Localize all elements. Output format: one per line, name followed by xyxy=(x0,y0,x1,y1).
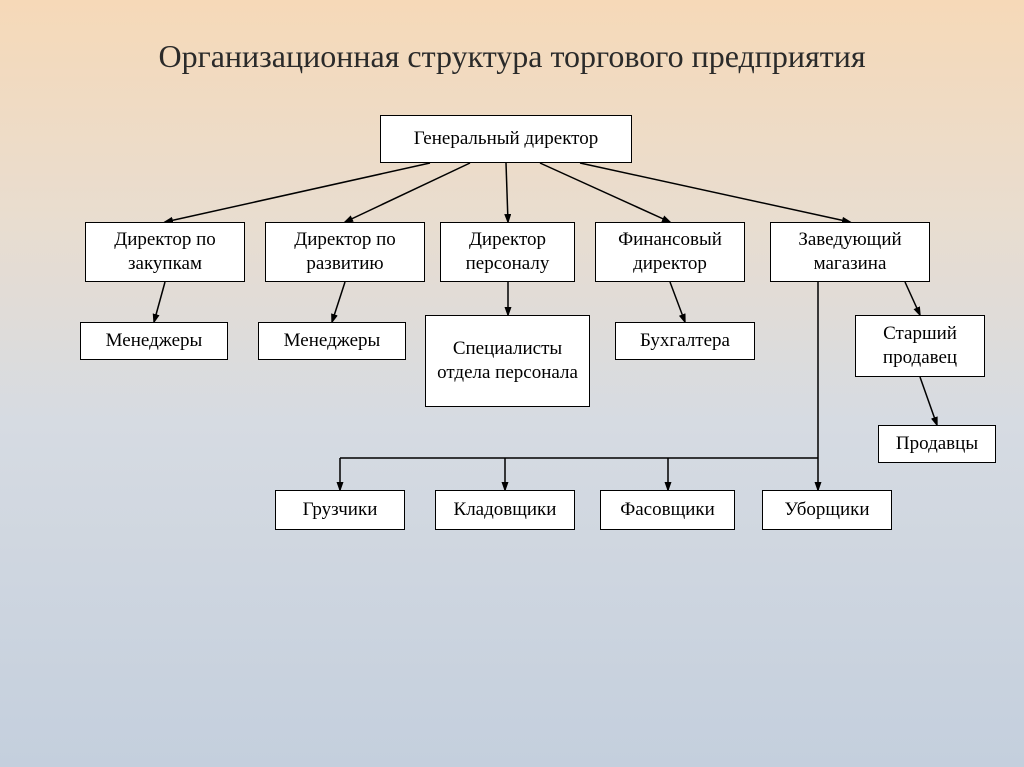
node-dir_purchase: Директор по закупкам xyxy=(85,222,245,282)
chart-title: Организационная структура торгового пред… xyxy=(0,38,1024,75)
node-mgr2: Менеджеры xyxy=(258,322,406,360)
node-packers: Фасовщики xyxy=(600,490,735,530)
org-chart-canvas: Организационная структура торгового пред… xyxy=(0,0,1024,767)
node-acct: Бухгалтера xyxy=(615,322,755,360)
node-dir_develop: Директор по развитию xyxy=(265,222,425,282)
node-sellers: Продавцы xyxy=(878,425,996,463)
node-loaders: Грузчики xyxy=(275,490,405,530)
node-hr_spec: Специалисты отдела персонала xyxy=(425,315,590,407)
node-dir_fin: Финансовый директор xyxy=(595,222,745,282)
node-dir_hr: Директор персоналу xyxy=(440,222,575,282)
node-store_mgr: Заведующий магазина xyxy=(770,222,930,282)
node-mgr1: Менеджеры xyxy=(80,322,228,360)
node-storekeepers: Кладовщики xyxy=(435,490,575,530)
node-ceo: Генеральный директор xyxy=(380,115,632,163)
node-sr_seller: Старший продавец xyxy=(855,315,985,377)
node-cleaners: Уборщики xyxy=(762,490,892,530)
